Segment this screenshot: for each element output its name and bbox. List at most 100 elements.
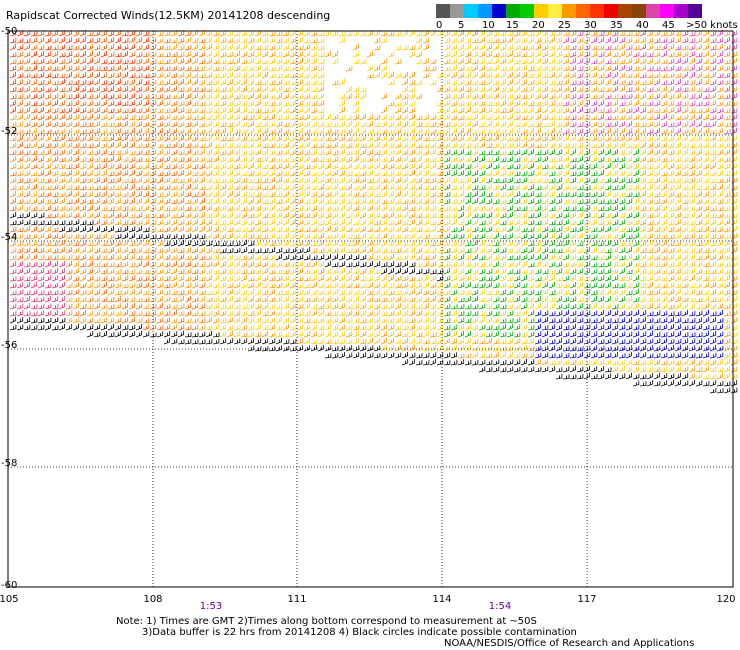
- wind-barb: [177, 157, 185, 163]
- wind-barb: [436, 120, 443, 128]
- wind-barb: [30, 50, 37, 58]
- wind-barb: [632, 72, 640, 79]
- wind-barb: [611, 177, 619, 184]
- wind-barb: [191, 51, 199, 58]
- wind-barb: [149, 282, 157, 289]
- wind-barb: [177, 198, 185, 205]
- wind-barb: [345, 93, 353, 100]
- wind-barb: [457, 43, 464, 51]
- wind-barb: [590, 128, 598, 135]
- wind-barb: [233, 155, 240, 163]
- wind-barb: [128, 183, 135, 191]
- wind-barb: [457, 198, 465, 205]
- wind-barb: [310, 331, 318, 338]
- wind-barb: [394, 93, 402, 100]
- wind-barb: [275, 219, 283, 226]
- wind-barb: [548, 191, 556, 198]
- wind-barb: [51, 129, 59, 135]
- wind-barb: [471, 185, 479, 191]
- wind-barb: [443, 296, 451, 303]
- wind-barb: [352, 163, 360, 170]
- wind-barb: [541, 37, 549, 44]
- wind-barb: [359, 149, 366, 156]
- wind-barb: [107, 323, 114, 331]
- wind-barb: [317, 309, 324, 317]
- wind-barb: [205, 240, 213, 247]
- wind-barb: [709, 303, 717, 310]
- wind-barb: [562, 143, 570, 149]
- wind-barb: [261, 254, 269, 261]
- wind-barb: [219, 142, 227, 149]
- wind-barb: [247, 51, 255, 58]
- wind-barb: [359, 338, 367, 345]
- wind-barb: [534, 107, 542, 114]
- wind-barb: [345, 191, 353, 198]
- wind-barb: [555, 295, 562, 303]
- wind-barb: [387, 219, 395, 226]
- wind-barb: [128, 141, 135, 149]
- wind-barb: [177, 128, 185, 135]
- wind-barb: [506, 219, 514, 226]
- wind-barb: [128, 150, 136, 156]
- wind-barb: [422, 149, 430, 156]
- wind-barb: [583, 283, 591, 289]
- wind-barb: [296, 79, 304, 86]
- wind-barb: [569, 106, 576, 114]
- wind-barb: [709, 366, 717, 373]
- wind-barb: [527, 262, 535, 268]
- wind-barb: [142, 136, 150, 142]
- wind-barb: [618, 310, 626, 317]
- wind-barb: [674, 219, 682, 226]
- wind-barb: [422, 178, 430, 184]
- wind-barb: [653, 198, 661, 205]
- wind-barb: [562, 325, 570, 331]
- wind-barb: [646, 317, 654, 324]
- wind-barb: [373, 122, 381, 128]
- wind-barb: [387, 156, 395, 163]
- wind-barb: [23, 282, 31, 289]
- wind-barb: [296, 276, 304, 282]
- wind-barb: [156, 80, 164, 86]
- wind-barb: [527, 57, 534, 65]
- wind-barb: [268, 226, 276, 233]
- wind-barb: [226, 282, 234, 289]
- wind-barb: [457, 282, 465, 289]
- wind-barb: [30, 37, 38, 44]
- wind-barb: [86, 185, 94, 191]
- wind-barb: [114, 135, 122, 142]
- wind-barb: [541, 155, 548, 163]
- wind-barb: [429, 184, 437, 191]
- wind-barb: [541, 114, 549, 121]
- wind-barb: [653, 51, 661, 58]
- wind-barb: [79, 57, 86, 65]
- wind-barb: [58, 205, 66, 212]
- wind-barb: [65, 71, 72, 79]
- wind-barb: [317, 92, 324, 100]
- wind-barb: [401, 171, 409, 177]
- wind-barb: [296, 226, 304, 233]
- wind-barb: [30, 289, 38, 296]
- wind-barb: [184, 86, 192, 93]
- wind-barb: [282, 66, 290, 72]
- wind-barb: [163, 66, 171, 72]
- wind-barb: [359, 276, 367, 282]
- wind-barb: [429, 261, 437, 268]
- wind-barb: [527, 178, 535, 184]
- wind-barb: [93, 191, 101, 198]
- wind-barb: [646, 233, 654, 240]
- wind-barb: [716, 178, 724, 184]
- wind-barb: [478, 128, 486, 135]
- wind-barb: [660, 44, 668, 51]
- wind-barb: [695, 380, 703, 387]
- wind-barb: [457, 149, 464, 156]
- wind-barb: [275, 85, 282, 93]
- wind-barb: [247, 114, 255, 121]
- wind-barb: [548, 148, 555, 156]
- wind-barb: [289, 114, 297, 121]
- wind-barb: [464, 281, 471, 289]
- wind-barb: [429, 177, 437, 184]
- wind-barb: [121, 120, 128, 128]
- wind-barb: [660, 142, 668, 149]
- wind-barb: [121, 261, 129, 268]
- wind-barb: [562, 366, 570, 373]
